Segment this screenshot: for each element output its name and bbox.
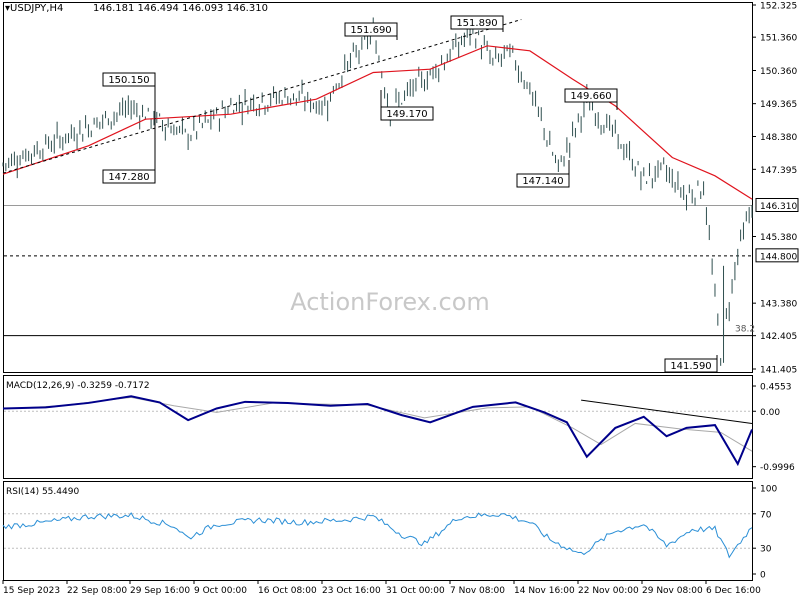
x-axis-label: 23 Oct 16:00 <box>322 586 381 596</box>
dropdown-triangle-icon: ▾ <box>5 3 11 14</box>
macd-axis-label: -0.9996 <box>760 463 795 473</box>
watermark-text: ActionForex.com <box>290 288 490 316</box>
annotation-label: 149.170 <box>386 109 427 120</box>
moving-average-line <box>2 45 753 200</box>
x-axis-label: 14 Nov 16:00 <box>514 586 575 596</box>
trend-line <box>2 19 522 174</box>
price-axis-label: 143.380 <box>760 300 797 310</box>
x-axis-label: 9 Oct 00:00 <box>194 586 247 596</box>
annotation-label: 151.890 <box>456 18 497 29</box>
panel-frame-0 <box>3 2 753 373</box>
x-axis-label: 16 Oct 08:00 <box>258 586 317 596</box>
annotation-label: 151.690 <box>350 25 391 36</box>
x-axis-label: 29 Sep 16:00 <box>130 586 190 596</box>
price-axis-label: 147.395 <box>760 166 797 176</box>
x-axis-label: 22 Nov 00:00 <box>578 586 639 596</box>
price-highlight-label: 144.800 <box>760 252 797 262</box>
annotation-label: 149.660 <box>570 91 611 102</box>
price-highlight-label: 146.310 <box>760 202 797 212</box>
price-axis-label: 141.405 <box>760 366 797 376</box>
macd-axis-label: 0.00 <box>760 408 780 418</box>
ohlc-values: 146.181 146.494 146.093 146.310 <box>93 3 268 14</box>
rsi-axis-label: 0 <box>760 571 766 581</box>
symbol-label: ▾USDJPY,H4 <box>5 3 63 14</box>
macd-trend-line <box>581 399 753 424</box>
rsi-axis-label: 100 <box>760 485 777 495</box>
rsi-axis-label: 70 <box>760 510 772 520</box>
x-axis-label: 22 Sep 08:00 <box>67 586 127 596</box>
annotation-box <box>516 173 570 188</box>
annotation-label: 141.590 <box>670 361 711 372</box>
x-axis-label: 31 Oct 00:00 <box>386 586 445 596</box>
x-axis-label: 7 Nov 08:00 <box>450 586 505 596</box>
rsi-axis-label: 30 <box>760 545 772 555</box>
panel-frame-2 <box>3 481 753 581</box>
annotation-label: 147.140 <box>522 176 563 187</box>
price-axis-label: 149.365 <box>760 100 797 110</box>
price-axis-label: 148.380 <box>760 133 797 143</box>
annotation-label: 150.150 <box>108 75 149 86</box>
annotation-label: 147.280 <box>108 172 149 183</box>
x-axis-label: 6 Dec 16:00 <box>706 586 761 596</box>
fib-label: 38.2 <box>735 325 755 335</box>
price-highlight-box <box>755 198 799 212</box>
panel-frame-1 <box>3 375 753 479</box>
x-axis-label: 15 Sep 2023 <box>3 586 60 596</box>
macd-line <box>2 395 753 467</box>
macd-signal-line <box>2 396 753 452</box>
price-highlight-box <box>755 248 799 263</box>
annotation-box <box>102 169 156 184</box>
price-axis-label: 150.360 <box>760 67 797 77</box>
annotation-box <box>344 22 398 37</box>
x-axis-label: 29 Nov 08:00 <box>642 586 703 596</box>
price-axis-label: 142.405 <box>760 332 797 342</box>
price-axis-label: 151.360 <box>760 34 797 44</box>
macd-axis-label: 0.4553 <box>760 383 792 393</box>
symbol-text: USDJPY,H4 <box>10 3 64 14</box>
rsi-title: RSI(14) 55.4490 <box>6 487 79 497</box>
price-axis-label: 145.380 <box>760 233 797 243</box>
annotation-box <box>102 72 156 87</box>
macd-title: MACD(12,26,9) -0.3259 -0.7172 <box>6 381 150 391</box>
price-axis-label: 152.325 <box>760 2 797 12</box>
rsi-line <box>2 512 753 559</box>
